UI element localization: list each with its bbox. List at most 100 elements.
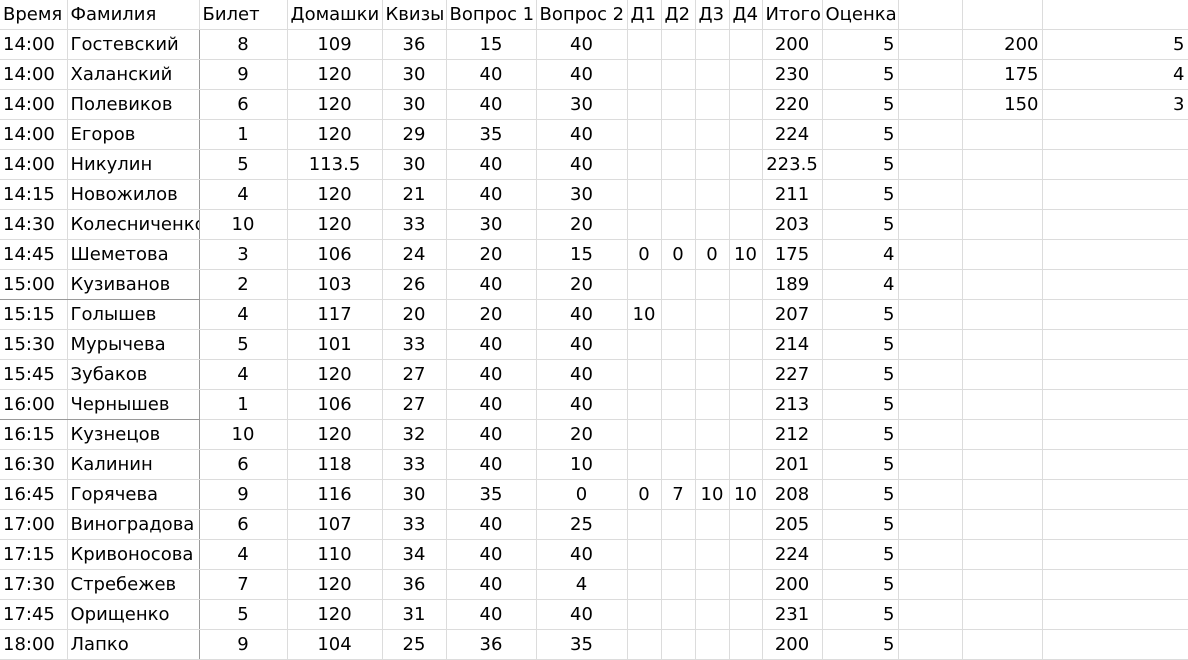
cell-scale-grade[interactable] (1042, 599, 1188, 630)
cell-d3[interactable] (695, 509, 730, 540)
cell-question-2[interactable]: 30 (536, 179, 628, 210)
cell-scale-grade[interactable] (1042, 509, 1188, 540)
cell-d2[interactable] (661, 359, 696, 390)
cell-time[interactable]: 16:00 (0, 389, 68, 420)
cell-question-1[interactable]: 40 (446, 419, 537, 450)
cell-grade[interactable]: 5 (822, 629, 899, 660)
cell-d4[interactable] (729, 179, 763, 210)
cell-homework[interactable]: 120 (287, 359, 383, 390)
cell-question-1[interactable]: 40 (446, 269, 537, 300)
cell-d2[interactable] (661, 599, 696, 630)
cell-time[interactable]: 17:00 (0, 509, 68, 540)
cell-question-1[interactable]: 35 (446, 119, 537, 150)
cell-blank[interactable] (898, 389, 963, 420)
cell-blank[interactable] (898, 449, 963, 480)
cell-scale-threshold[interactable] (962, 119, 1043, 150)
cell-d3[interactable] (695, 629, 730, 660)
cell-time[interactable]: 14:45 (0, 239, 68, 270)
cell-d2[interactable] (661, 179, 696, 210)
cell-scale-grade[interactable] (1042, 119, 1188, 150)
cell-d4[interactable] (729, 509, 763, 540)
cell-quizzes[interactable]: 21 (382, 179, 447, 210)
cell-homework[interactable]: 120 (287, 419, 383, 450)
cell-d3[interactable] (695, 299, 730, 330)
cell-blank[interactable] (898, 479, 963, 510)
cell-question-2[interactable]: 20 (536, 269, 628, 300)
cell-blank[interactable] (898, 209, 963, 240)
cell-blank[interactable] (898, 299, 963, 330)
cell-ticket[interactable]: 4 (199, 359, 288, 390)
cell-scale-threshold[interactable] (962, 299, 1043, 330)
header-blank[interactable] (898, 0, 963, 30)
cell-quizzes[interactable]: 33 (382, 509, 447, 540)
cell-d1[interactable] (627, 599, 662, 630)
cell-d4[interactable] (729, 149, 763, 180)
cell-total[interactable]: 200 (762, 29, 823, 60)
cell-d2[interactable]: 7 (661, 479, 696, 510)
cell-d3[interactable]: 0 (695, 239, 730, 270)
cell-time[interactable]: 14:00 (0, 89, 68, 120)
cell-question-1[interactable]: 40 (446, 599, 537, 630)
cell-surname[interactable]: Виноградова (67, 509, 200, 540)
cell-d4[interactable]: 10 (729, 239, 763, 270)
cell-blank[interactable] (898, 509, 963, 540)
cell-blank[interactable] (898, 539, 963, 570)
cell-d3[interactable] (695, 389, 730, 420)
cell-d2[interactable] (661, 329, 696, 360)
cell-d4[interactable] (729, 119, 763, 150)
cell-homework[interactable]: 120 (287, 119, 383, 150)
cell-scale-threshold[interactable]: 200 (962, 29, 1043, 60)
cell-surname[interactable]: Егоров (67, 119, 200, 150)
cell-total[interactable]: 175 (762, 239, 823, 270)
header-grade[interactable]: Оценка (822, 0, 899, 30)
cell-total[interactable]: 227 (762, 359, 823, 390)
cell-blank[interactable] (898, 269, 963, 300)
cell-d2[interactable] (661, 209, 696, 240)
cell-question-1[interactable]: 40 (446, 59, 537, 90)
cell-d4[interactable] (729, 29, 763, 60)
cell-scale-threshold[interactable] (962, 239, 1043, 270)
cell-quizzes[interactable]: 34 (382, 539, 447, 570)
cell-time[interactable]: 15:15 (0, 299, 68, 330)
cell-quizzes[interactable]: 30 (382, 59, 447, 90)
cell-homework[interactable]: 120 (287, 569, 383, 600)
cell-ticket[interactable]: 6 (199, 449, 288, 480)
cell-quizzes[interactable]: 33 (382, 209, 447, 240)
cell-scale-threshold[interactable] (962, 359, 1043, 390)
cell-total[interactable]: 189 (762, 269, 823, 300)
cell-d2[interactable] (661, 539, 696, 570)
cell-d1[interactable] (627, 389, 662, 420)
cell-d3[interactable] (695, 119, 730, 150)
cell-d3[interactable] (695, 29, 730, 60)
cell-d4[interactable]: 10 (729, 479, 763, 510)
cell-scale-grade[interactable] (1042, 449, 1188, 480)
cell-ticket[interactable]: 9 (199, 629, 288, 660)
cell-d3[interactable] (695, 59, 730, 90)
cell-ticket[interactable]: 4 (199, 179, 288, 210)
cell-d2[interactable] (661, 59, 696, 90)
cell-ticket[interactable]: 10 (199, 419, 288, 450)
cell-question-2[interactable]: 40 (536, 119, 628, 150)
cell-scale-grade[interactable] (1042, 479, 1188, 510)
cell-question-1[interactable]: 40 (446, 149, 537, 180)
cell-surname[interactable]: Колесниченко (67, 209, 200, 240)
cell-question-1[interactable]: 40 (446, 449, 537, 480)
cell-ticket[interactable]: 4 (199, 539, 288, 570)
cell-grade[interactable]: 5 (822, 29, 899, 60)
cell-question-2[interactable]: 40 (536, 299, 628, 330)
cell-quizzes[interactable]: 27 (382, 359, 447, 390)
cell-d1[interactable] (627, 509, 662, 540)
cell-question-1[interactable]: 40 (446, 359, 537, 390)
cell-grade[interactable]: 5 (822, 209, 899, 240)
cell-quizzes[interactable]: 30 (382, 479, 447, 510)
cell-d4[interactable] (729, 419, 763, 450)
cell-d4[interactable] (729, 209, 763, 240)
cell-d4[interactable] (729, 299, 763, 330)
cell-d4[interactable] (729, 539, 763, 570)
header-scale-threshold[interactable] (962, 0, 1043, 30)
header-homework[interactable]: Домашки (287, 0, 383, 30)
cell-quizzes[interactable]: 30 (382, 149, 447, 180)
cell-d4[interactable] (729, 59, 763, 90)
cell-d3[interactable] (695, 569, 730, 600)
cell-surname[interactable]: Гостевский (67, 29, 200, 60)
